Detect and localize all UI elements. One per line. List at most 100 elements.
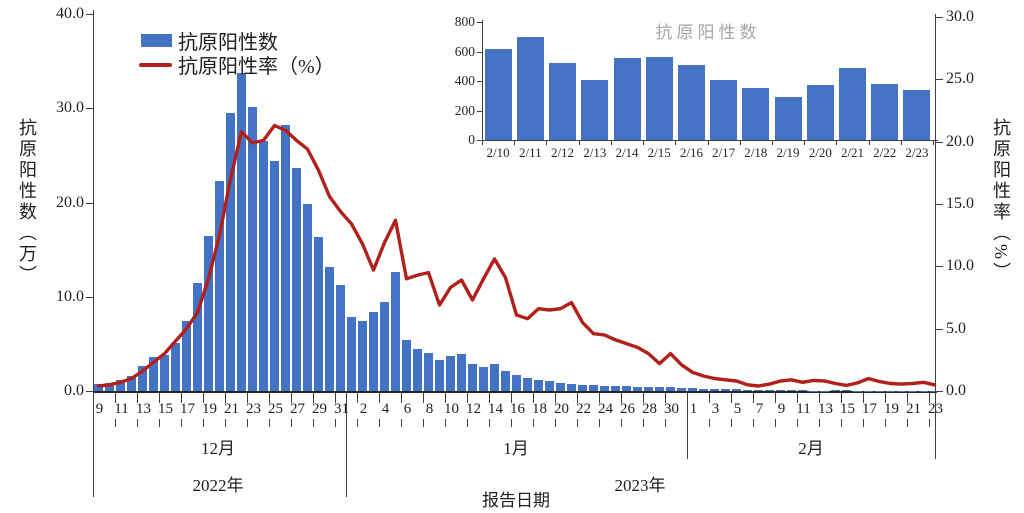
day-tick-minor (203, 419, 204, 427)
day-tick (357, 391, 358, 403)
day-tick (753, 391, 754, 403)
day-tick-minor (665, 419, 666, 427)
day-tick-minor (929, 419, 930, 427)
inset-y-tick-label: 600 (454, 43, 475, 59)
antigen-count-bar (534, 379, 543, 391)
day-tick-minor (115, 419, 116, 427)
day-tick (225, 391, 226, 403)
day-tick-minor (643, 419, 644, 427)
day-tick (423, 391, 424, 403)
right-axis-tick (936, 391, 943, 392)
antigen-count-bar (325, 266, 334, 391)
day-tick-label: 1 (689, 401, 698, 417)
antigen-count-bar (677, 387, 686, 391)
day-tick-minor (819, 419, 820, 427)
day-tick-minor (709, 419, 710, 427)
inset-bar (774, 96, 802, 140)
day-tick-label: 28 (642, 401, 657, 417)
left-axis-tick (86, 391, 93, 392)
right-axis-tick-label: 25.0 (946, 70, 974, 88)
day-tick (709, 391, 710, 403)
day-tick-label: 7 (755, 401, 764, 417)
left-axis-tick-label: 0.0 (64, 382, 84, 399)
antigen-count-bar (215, 180, 224, 391)
day-tick-minor (181, 419, 182, 427)
day-tick (907, 391, 908, 403)
antigen-count-bar (248, 107, 257, 391)
inset-x-tick (546, 140, 548, 145)
day-tick (203, 391, 204, 403)
day-tick (181, 391, 182, 403)
antigen-count-bar (160, 355, 169, 391)
day-tick-label: 13 (818, 401, 833, 417)
legend-item-count: 抗原阳性数 (141, 26, 278, 55)
day-tick (379, 391, 380, 403)
day-tick-minor (269, 419, 270, 427)
day-tick (841, 391, 842, 403)
day-tick (533, 391, 534, 403)
inset-y-tick-label: 0 (468, 132, 475, 147)
left-axis-tick-label: 30.0 (56, 99, 84, 117)
inset-x-label: 2/11 (518, 145, 542, 160)
day-tick-label: 15 (840, 401, 855, 417)
antigen-count-bar (699, 388, 708, 391)
day-tick-minor (313, 419, 314, 427)
inset-y-axis-line (482, 20, 483, 141)
antigen-count-bar (798, 390, 807, 391)
inset-y-tick-label: 800 (454, 14, 475, 29)
inset-x-label: 2/16 (679, 145, 703, 160)
day-tick-minor (907, 419, 908, 427)
day-tick (731, 391, 732, 403)
inset-title: 抗原阳性数 (655, 23, 761, 42)
antigen-count-bar (138, 365, 147, 391)
antigen-count-bar (446, 356, 455, 391)
antigen-count-bar (831, 390, 840, 391)
right-axis-tick (936, 141, 943, 143)
day-tick-minor (379, 419, 380, 427)
day-tick-minor (731, 419, 732, 427)
antigen-count-bar (204, 235, 213, 391)
left-axis-tick (86, 14, 93, 15)
day-tick (599, 391, 600, 403)
antigen-count-bar (710, 388, 719, 391)
day-tick (489, 391, 490, 403)
day-tick-label: 17 (862, 401, 877, 417)
antigen-count-bar (787, 390, 796, 391)
group-separator (935, 391, 936, 459)
day-tick-label: 13 (136, 401, 151, 417)
inset-x-tick (675, 140, 677, 145)
day-tick (445, 391, 446, 403)
day-tick-label: 18 (532, 401, 547, 417)
antigen-count-bar (908, 390, 917, 391)
day-tick-label: 25 (268, 401, 283, 417)
inset-x-label: 2/18 (744, 145, 768, 160)
day-tick-minor (137, 419, 138, 427)
antigen-count-bar (589, 385, 598, 391)
day-tick (401, 391, 402, 403)
inset-x-label: 2/12 (550, 145, 575, 160)
day-tick (335, 391, 336, 403)
day-tick-label: 19 (884, 401, 899, 417)
antigen-count-bar (391, 272, 400, 391)
right-axis-tick (936, 17, 943, 18)
day-tick-label: 2 (359, 401, 368, 417)
day-tick (555, 391, 556, 403)
day-tick (247, 391, 248, 403)
day-tick-minor (467, 419, 468, 427)
month-label-feb: 2月 (798, 439, 824, 458)
day-tick (797, 391, 798, 403)
day-tick-label: 16 (510, 401, 525, 417)
antigen-count-bar (666, 387, 675, 391)
day-tick-label: 4 (381, 401, 390, 417)
year-label-2022: 2022年 (192, 476, 244, 495)
x-axis-title: 报告日期 (482, 491, 550, 510)
inset-bar (677, 64, 705, 140)
day-tick (313, 391, 314, 403)
inset-bar (581, 80, 609, 140)
right-axis-tick-label: 30.0 (946, 8, 974, 25)
right-axis-tick (936, 328, 943, 330)
day-tick (467, 391, 468, 403)
day-tick (269, 391, 270, 403)
day-tick-label: 11 (796, 401, 811, 417)
day-tick (621, 391, 622, 403)
